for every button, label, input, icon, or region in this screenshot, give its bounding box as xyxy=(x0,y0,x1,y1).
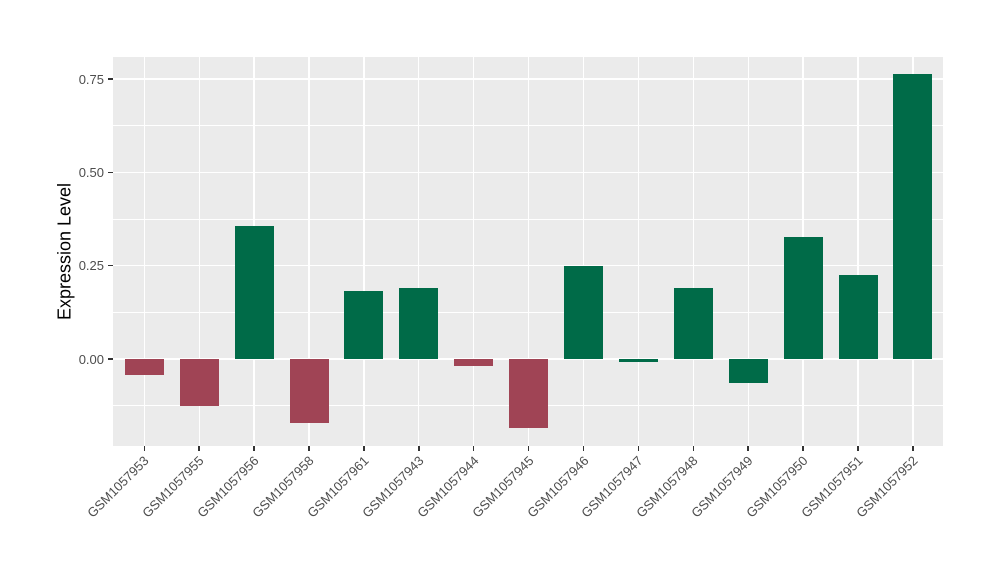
bar xyxy=(838,275,878,359)
x-axis-tick xyxy=(582,446,585,451)
bar xyxy=(509,359,549,429)
y-axis-tick xyxy=(108,171,113,174)
x-axis-tick xyxy=(472,446,475,451)
bar xyxy=(564,265,603,359)
x-axis-tick xyxy=(308,446,310,451)
x-gridline-major xyxy=(308,57,310,446)
x-axis-tick xyxy=(143,446,146,451)
y-axis-tick xyxy=(108,264,113,267)
bar xyxy=(673,288,713,359)
x-axis-tick xyxy=(363,446,365,451)
x-gridline-major xyxy=(473,57,475,446)
x-axis-tick xyxy=(912,446,914,451)
y-tick-label: 0.00 xyxy=(78,351,104,367)
x-gridline-major xyxy=(198,57,200,446)
x-axis-tick xyxy=(692,446,695,451)
x-gridline-major xyxy=(582,57,585,446)
x-axis-tick xyxy=(747,446,749,451)
x-axis-tick xyxy=(637,446,640,451)
x-axis-tick xyxy=(802,446,804,451)
bar xyxy=(179,359,219,407)
bar xyxy=(289,359,329,423)
x-axis-tick xyxy=(857,446,859,451)
y-tick-label: 0.75 xyxy=(78,71,104,87)
y-axis-tick xyxy=(108,358,113,360)
bar xyxy=(399,288,439,359)
x-gridline-major xyxy=(747,57,749,446)
x-axis-tick xyxy=(198,446,200,451)
bar xyxy=(783,236,823,359)
x-gridline-major xyxy=(418,57,420,446)
bar xyxy=(344,291,384,359)
bar xyxy=(893,73,933,359)
y-axis-title: Expression Level xyxy=(54,182,75,321)
bar xyxy=(728,359,768,383)
y-tick-label: 0.50 xyxy=(78,164,104,180)
plot-panel xyxy=(113,57,943,446)
x-gridline-major xyxy=(527,57,530,446)
bar xyxy=(234,226,274,359)
x-gridline-major xyxy=(692,57,694,446)
x-gridline-major xyxy=(857,57,859,446)
x-gridline-major xyxy=(143,57,145,446)
x-gridline-major xyxy=(363,57,365,446)
y-axis-tick xyxy=(108,78,113,80)
bar xyxy=(454,359,494,366)
bar xyxy=(124,359,164,376)
bar xyxy=(618,359,658,362)
x-gridline-major xyxy=(637,57,640,446)
x-axis-tick xyxy=(253,446,255,451)
y-tick-label: 0.25 xyxy=(78,258,104,274)
x-axis-tick xyxy=(418,446,420,451)
x-axis-tick xyxy=(527,446,530,451)
